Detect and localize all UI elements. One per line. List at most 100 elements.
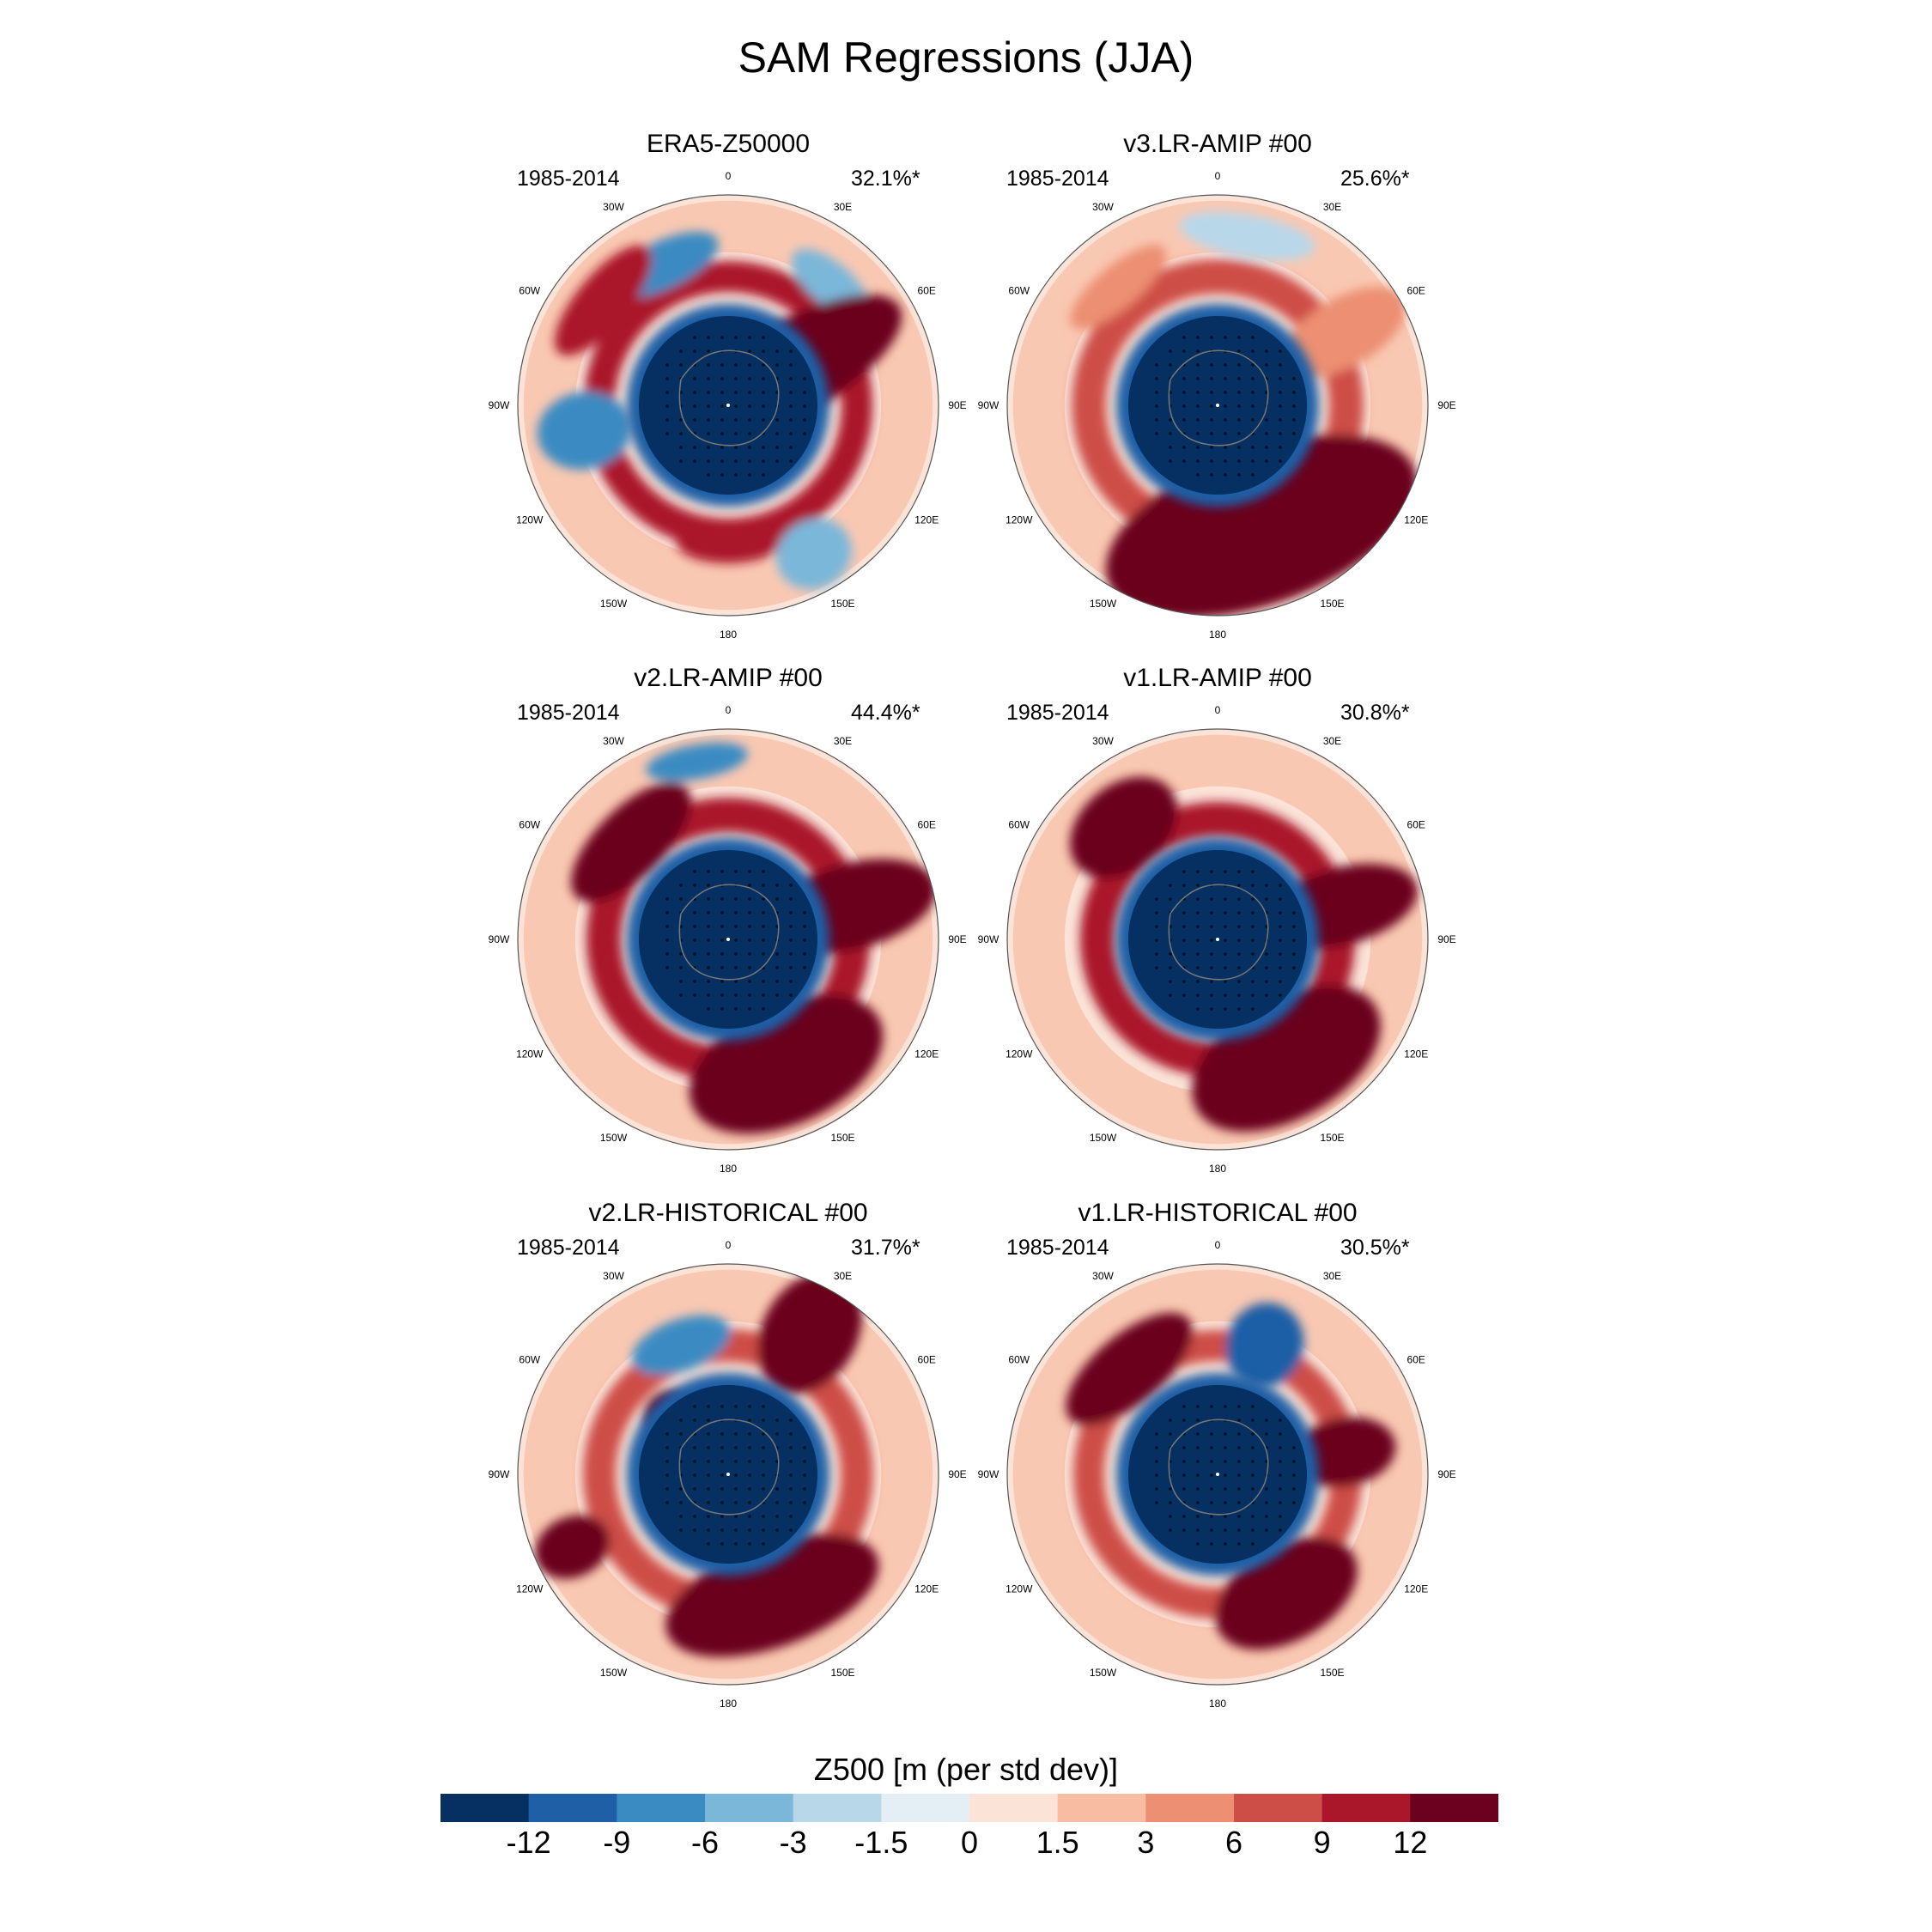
stipple-dot	[748, 473, 751, 477]
longitude-label: 120W	[516, 514, 544, 526]
stipple-dot	[734, 432, 738, 435]
stipple-dot	[1155, 432, 1158, 435]
stipple-dot	[775, 980, 779, 983]
stipple-dot	[1169, 1515, 1172, 1518]
stipple-dot	[1182, 1446, 1186, 1449]
stipple-dot	[1196, 459, 1200, 463]
longitude-label: 60E	[918, 1354, 936, 1366]
stipple-dot	[1251, 1405, 1255, 1408]
stipple-dot	[734, 1405, 738, 1408]
stipple-dot	[1210, 391, 1213, 394]
stipple-dot	[1251, 911, 1255, 914]
stipple-dot	[693, 1528, 696, 1532]
longitude-label: 30E	[1323, 201, 1341, 213]
stipple-dot	[734, 925, 738, 928]
stipple-dot	[748, 952, 751, 956]
stipple-dot	[1169, 363, 1172, 367]
stipple-dot	[1279, 1515, 1282, 1518]
stipple-dot	[665, 1446, 669, 1449]
stipple-dot	[803, 1446, 806, 1449]
stipple-dot	[789, 404, 793, 408]
colorbar-tick-label: 1.5	[1036, 1825, 1079, 1860]
stipple-dot	[1169, 1419, 1172, 1422]
stipple-dot	[734, 459, 738, 463]
stipple-dot	[734, 870, 738, 873]
stipple-dot	[1292, 1460, 1296, 1463]
stipple-dot	[1155, 966, 1158, 969]
stipple-dot	[1182, 404, 1186, 408]
stipple-dot	[1210, 459, 1213, 463]
stipple-dot	[1224, 1460, 1227, 1463]
longitude-label: 0	[1215, 704, 1221, 716]
stipple-dot	[1292, 1487, 1296, 1491]
stipple-dot	[1210, 418, 1213, 422]
pole-marker	[726, 1473, 730, 1476]
stipple-dot	[693, 993, 696, 997]
stipple-dot	[720, 966, 724, 969]
longitude-label: 30W	[603, 1270, 624, 1282]
stipple-dot	[1210, 1515, 1213, 1518]
stipple-dot	[1169, 952, 1172, 956]
longitude-label: 30W	[603, 201, 624, 213]
stipple-dot	[1265, 349, 1268, 353]
stipple-dot	[1224, 404, 1227, 408]
colorbar-tick-label: -3	[779, 1825, 807, 1860]
stipple-dot	[1279, 966, 1282, 969]
stipple-dot	[720, 952, 724, 956]
stipple-dot	[1279, 1419, 1282, 1422]
stipple-dot	[1210, 1460, 1213, 1463]
stipple-dot	[720, 1528, 724, 1532]
contour-blob	[1179, 211, 1315, 261]
stipple-dot	[1169, 1501, 1172, 1504]
stipple-dot	[1237, 336, 1241, 339]
map-outline	[1006, 194, 1429, 617]
stipple-dot	[1251, 897, 1255, 901]
longitude-label: 30E	[834, 201, 852, 213]
panel-variance: 44.4%*	[851, 701, 920, 725]
stipple-dot	[679, 459, 683, 463]
longitude-label: 60W	[519, 1354, 540, 1366]
stipple-dot	[1196, 1528, 1200, 1532]
longitude-label: 60E	[918, 819, 936, 831]
stipple-dot	[762, 1432, 765, 1436]
stipple-dot	[762, 1460, 765, 1463]
stipple-dot	[1279, 1501, 1282, 1504]
stipple-dot	[1169, 418, 1172, 422]
antarctica-coastline	[678, 884, 780, 981]
pole-marker	[1216, 1473, 1219, 1476]
stipple-dot	[1210, 1405, 1213, 1408]
stipple-dot	[1210, 1487, 1213, 1491]
longitude-label: 30W	[1092, 1270, 1114, 1282]
stipple-dot	[1265, 925, 1268, 928]
stipple-dot	[665, 432, 669, 435]
stipple-dot	[1251, 1460, 1255, 1463]
stipple-dot	[707, 1487, 710, 1491]
contour-blob	[555, 245, 652, 356]
stipple-dot	[1237, 377, 1241, 380]
stipple-dot	[665, 1501, 669, 1504]
stipple-dot	[1210, 432, 1213, 435]
stipple-dot	[720, 336, 724, 339]
stipple-dot	[1279, 404, 1282, 408]
longitude-label: 180	[1209, 1698, 1226, 1710]
stipple-dot	[1279, 418, 1282, 422]
longitude-label: 150W	[600, 598, 628, 610]
stipple-dot	[1196, 925, 1200, 928]
stipple-dot	[1224, 1007, 1227, 1011]
stipple-dot	[1155, 897, 1158, 901]
stipple-dot	[762, 1473, 765, 1477]
stipple-dot	[1210, 993, 1213, 997]
stipple-dot	[720, 980, 724, 983]
stipple-dot	[665, 1487, 669, 1491]
stipple-dot	[665, 925, 669, 928]
stipple-dot	[1237, 446, 1241, 449]
stipple-dot	[1224, 391, 1227, 394]
stipple-dot	[693, 459, 696, 463]
stipple-dot	[1169, 349, 1172, 353]
stipple-dot	[789, 897, 793, 901]
stipple-dot	[1196, 1446, 1200, 1449]
chart-title: SAM Regressions (JJA)	[738, 33, 1194, 82]
stipple-dot	[734, 897, 738, 901]
stipple-dot	[1155, 377, 1158, 380]
colorbar-tick-label: 6	[1224, 1825, 1243, 1860]
